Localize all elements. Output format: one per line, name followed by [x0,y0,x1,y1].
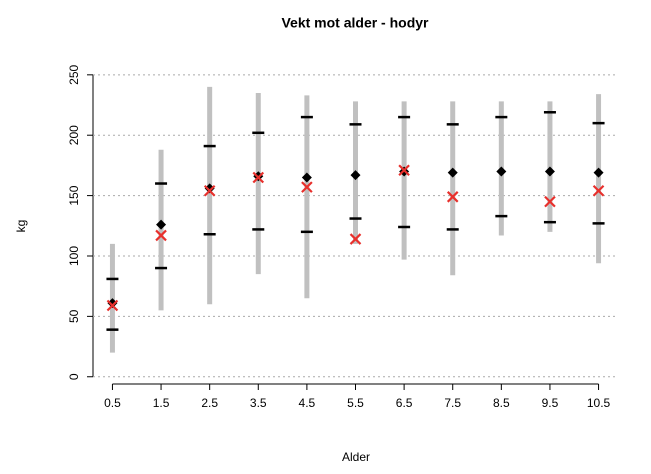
x-tick-label: 10.5 [587,396,611,410]
y-tick-label: 50 [67,309,81,323]
x-tick-label: 0.5 [104,396,121,410]
marker-point [398,164,410,177]
x-tick-label: 2.5 [201,396,218,410]
mean-point [350,170,361,181]
x-tick-label: 7.5 [444,396,461,410]
mean-point [204,183,215,194]
mean-point [447,167,458,178]
x-tick-label: 6.5 [396,396,413,410]
x-tick-label: 5.5 [347,396,364,410]
mean-point [301,172,312,183]
x-tick-label: 9.5 [542,396,559,410]
marker-point [252,171,265,184]
marker-point [301,181,313,193]
x-axis-label: Alder [342,450,370,464]
y-axis-label: kg [14,220,28,233]
y-tick-label: 100 [67,246,81,266]
marker-point [544,195,556,208]
x-tick-label: 1.5 [153,396,170,410]
mean-point [496,166,507,177]
mean-point [156,219,167,230]
y-tick-label: 250 [67,64,81,84]
marker-point [155,229,167,242]
x-tick-label: 8.5 [493,396,510,410]
x-tick-label: 3.5 [250,396,267,410]
chart-title: Vekt mot alder - hodyr [281,15,429,31]
marker-point [446,191,459,203]
x-tick-label: 4.5 [299,396,316,410]
y-tick-label: 200 [67,125,81,145]
y-tick-label: 0 [67,373,81,380]
mean-point [107,298,118,309]
mean-point [593,167,604,178]
marker-point [203,184,216,197]
marker-point [106,299,119,312]
marker-point [349,233,362,245]
marker-point [592,184,605,197]
mean-point [544,166,555,177]
y-tick-label: 150 [67,185,81,205]
